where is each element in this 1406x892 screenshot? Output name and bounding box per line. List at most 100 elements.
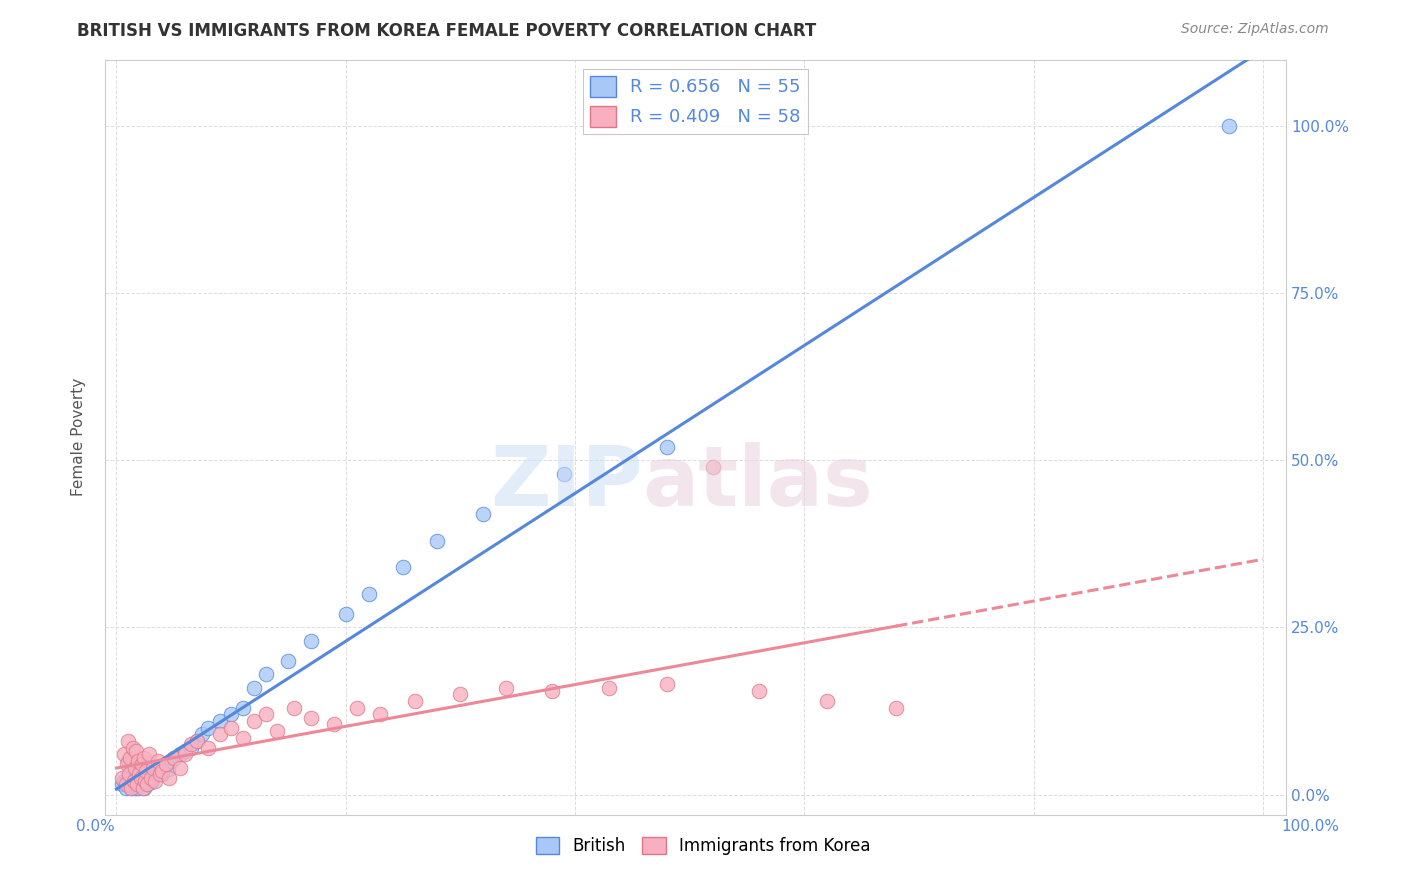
Point (114, 780, 136, 795)
Point (283, 700, 305, 714)
Point (125, 744, 148, 758)
Point (180, 738, 202, 752)
Point (131, 757, 153, 772)
Point (114, 774, 136, 789)
Point (169, 761, 191, 775)
Point (111, 771, 134, 785)
Point (118, 777, 141, 791)
Point (495, 681, 517, 695)
Point (124, 780, 146, 795)
Point (368, 707, 391, 722)
Point (219, 707, 242, 722)
Point (266, 724, 288, 739)
Point (132, 771, 155, 785)
Point (128, 767, 150, 781)
Point (134, 774, 156, 789)
Point (232, 700, 254, 714)
Point (114, 747, 136, 762)
Point (120, 780, 142, 795)
Point (299, 711, 322, 725)
Point (449, 687, 471, 701)
Point (346, 700, 368, 714)
Point (127, 764, 149, 778)
Text: 100.0%: 100.0% (1281, 819, 1340, 834)
Point (143, 769, 166, 783)
Point (277, 654, 299, 668)
Point (404, 694, 426, 708)
Point (127, 777, 149, 791)
Point (150, 764, 173, 778)
Point (132, 751, 155, 765)
Point (120, 751, 142, 765)
Point (136, 777, 159, 791)
Point (163, 751, 186, 765)
Point (180, 740, 202, 755)
Point (598, 681, 620, 695)
Point (150, 767, 173, 781)
Point (139, 775, 162, 789)
Point (135, 767, 157, 781)
Point (117, 771, 139, 785)
Point (115, 757, 138, 772)
Point (114, 777, 136, 791)
Point (426, 533, 449, 548)
Point (186, 734, 208, 748)
Text: Source: ZipAtlas.com: Source: ZipAtlas.com (1181, 22, 1329, 37)
Point (134, 774, 156, 789)
Point (135, 764, 157, 778)
Point (884, 700, 907, 714)
Point (208, 727, 231, 741)
Point (146, 754, 169, 768)
Point (111, 777, 134, 791)
Point (243, 681, 266, 695)
Point (160, 754, 183, 768)
Point (197, 740, 219, 755)
Point (541, 684, 564, 698)
Point (747, 684, 769, 698)
Point (148, 761, 170, 775)
Point (553, 467, 575, 481)
Point (323, 717, 346, 731)
Point (129, 771, 152, 785)
Point (299, 633, 322, 648)
Text: 0.0%: 0.0% (76, 819, 115, 834)
Point (125, 771, 148, 785)
Text: atlas: atlas (643, 442, 873, 523)
Point (157, 771, 180, 785)
Point (120, 767, 142, 781)
Point (254, 667, 277, 681)
Point (117, 734, 139, 748)
Point (122, 774, 145, 789)
Text: ZIP: ZIP (489, 442, 643, 523)
Point (197, 721, 219, 735)
Point (121, 740, 143, 755)
Point (122, 774, 145, 789)
Point (120, 780, 142, 795)
Point (128, 774, 150, 789)
Point (702, 460, 724, 475)
Y-axis label: Female Poverty: Female Poverty (72, 378, 86, 496)
Point (118, 767, 141, 781)
Point (127, 780, 149, 795)
Point (163, 751, 186, 765)
Point (149, 767, 172, 781)
Legend: R = 0.656   N = 55, R = 0.409   N = 58: R = 0.656 N = 55, R = 0.409 N = 58 (583, 69, 808, 134)
Point (1218, 120, 1240, 134)
Point (243, 714, 266, 728)
Point (117, 754, 139, 768)
Point (169, 747, 191, 762)
Point (157, 762, 180, 776)
Point (138, 771, 160, 785)
Point (124, 761, 146, 775)
Point (132, 780, 155, 795)
Point (186, 734, 208, 748)
Point (174, 747, 197, 762)
Point (127, 754, 149, 768)
Point (232, 731, 254, 745)
Point (145, 764, 167, 778)
Point (131, 777, 153, 791)
Point (153, 757, 176, 772)
Point (132, 780, 155, 795)
Point (472, 507, 495, 521)
Point (141, 772, 163, 787)
